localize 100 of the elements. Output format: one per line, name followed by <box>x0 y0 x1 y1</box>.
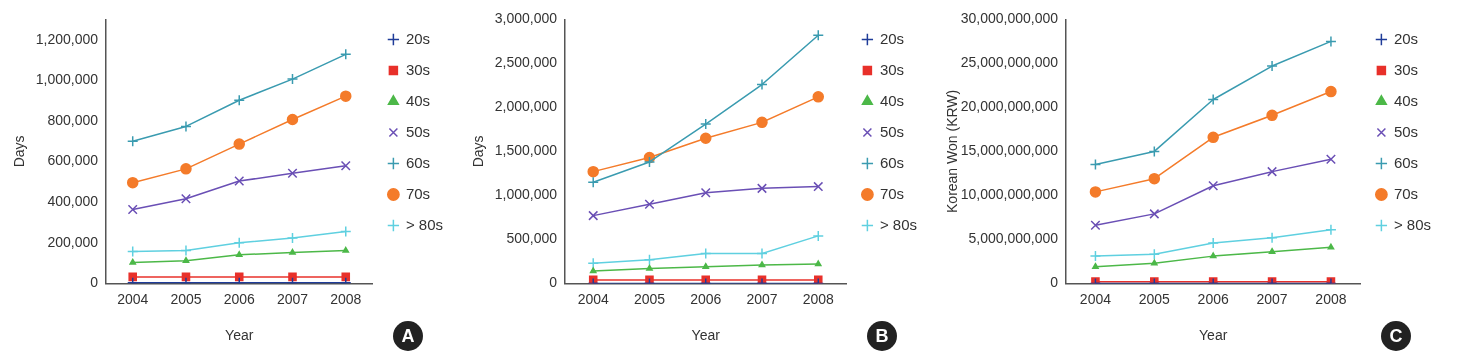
y-tick-label: 20,000,000,000 <box>960 98 1059 115</box>
x-tick-label: 2005 <box>633 290 666 307</box>
x-tick-label: 2006 <box>690 290 722 307</box>
legend-label: 40s <box>405 91 431 109</box>
legend-label: 30s <box>879 60 905 78</box>
point <box>1266 231 1278 244</box>
legend-label: 60s <box>405 153 431 171</box>
legend-label: > 80s <box>1393 215 1432 233</box>
point <box>1207 237 1219 249</box>
point <box>180 244 192 257</box>
point <box>182 256 190 263</box>
point <box>126 135 139 147</box>
point <box>340 48 352 61</box>
point <box>1208 180 1219 191</box>
legend-label: 70s <box>1393 184 1419 202</box>
point <box>812 91 825 103</box>
x-tick-label: 2005 <box>1138 290 1171 307</box>
point <box>1148 248 1161 261</box>
legend-label: 60s <box>1393 153 1419 171</box>
x-tick-label: 2007 <box>746 290 778 307</box>
x-tick-label: 2006 <box>223 290 256 307</box>
y-tick-label: 1,200,000 <box>35 30 99 47</box>
y-tick-label: 1,000,000 <box>494 186 558 203</box>
y-tick-label: 30,000,000,000 <box>960 10 1059 27</box>
y-tick-label: 1,000,000 <box>35 71 99 88</box>
point <box>286 113 299 126</box>
point <box>180 193 191 204</box>
y-tick-label: 0 <box>1050 274 1059 291</box>
point <box>1150 259 1158 266</box>
point <box>1268 247 1276 254</box>
x-axis-title: Year <box>691 327 721 344</box>
point <box>1089 186 1102 198</box>
point <box>588 210 599 221</box>
point <box>587 257 599 269</box>
point <box>813 181 824 192</box>
point <box>233 94 245 106</box>
y-tick-label: 3,000,000 <box>494 10 558 27</box>
y-tick-label: 15,000,000,000 <box>960 142 1059 159</box>
point <box>1089 250 1102 262</box>
legend-label: 70s <box>879 184 905 202</box>
point <box>180 163 192 175</box>
point <box>1149 208 1160 219</box>
x-tick-label: 2005 <box>170 290 202 307</box>
point <box>643 156 656 168</box>
y-tick-label: 600,000 <box>47 152 99 169</box>
point <box>1207 131 1219 144</box>
point <box>1090 220 1101 231</box>
point <box>1267 166 1278 177</box>
point <box>702 262 710 269</box>
point <box>180 120 192 133</box>
point <box>288 272 297 282</box>
legend-label: 70s <box>405 184 431 202</box>
y-tick-label: 500,000 <box>506 230 558 247</box>
point <box>812 29 825 41</box>
y-axis-title: Korean Won (KRW) <box>944 89 961 213</box>
point <box>644 199 655 210</box>
legend-label: 60s <box>879 153 905 171</box>
point <box>1266 109 1278 122</box>
y-tick-label: 0 <box>549 274 558 291</box>
y-tick-label: 0 <box>90 274 99 291</box>
x-tick-label: 2008 <box>330 290 362 307</box>
point <box>1327 243 1335 250</box>
point <box>287 168 298 179</box>
point <box>129 258 137 265</box>
x-tick-label: 2004 <box>1079 290 1112 307</box>
legend-label: > 80s <box>405 215 444 233</box>
point <box>699 247 712 260</box>
point <box>756 78 768 91</box>
legend-label: 20s <box>879 29 905 47</box>
legend-label: 30s <box>405 60 431 78</box>
point <box>289 248 296 255</box>
point <box>234 176 245 187</box>
point <box>1089 158 1102 171</box>
point <box>126 176 139 189</box>
y-axis-title: Days <box>11 135 28 168</box>
point <box>756 116 768 129</box>
point <box>587 176 599 188</box>
y-tick-label: 25,000,000,000 <box>960 54 1059 71</box>
x-tick-label: 2008 <box>1315 290 1347 307</box>
x-tick-label: 2004 <box>577 290 609 307</box>
legend-label: 50s <box>1393 122 1419 140</box>
legend-label: 50s <box>405 122 431 140</box>
point <box>587 165 599 178</box>
text: B <box>867 321 897 351</box>
x-tick-label: 2006 <box>1197 290 1229 307</box>
point <box>643 253 656 266</box>
point <box>814 260 822 267</box>
point <box>340 160 351 171</box>
point <box>757 183 767 194</box>
point <box>1325 154 1336 165</box>
point <box>699 118 712 130</box>
point <box>128 272 137 282</box>
legend-label: > 80s <box>879 215 918 233</box>
point <box>1148 172 1161 185</box>
point <box>340 90 352 102</box>
point <box>758 261 766 268</box>
x-tick-label: 2004 <box>117 290 149 307</box>
text: C <box>1381 321 1411 351</box>
point <box>286 73 299 85</box>
legend-label: 30s <box>1393 60 1419 78</box>
